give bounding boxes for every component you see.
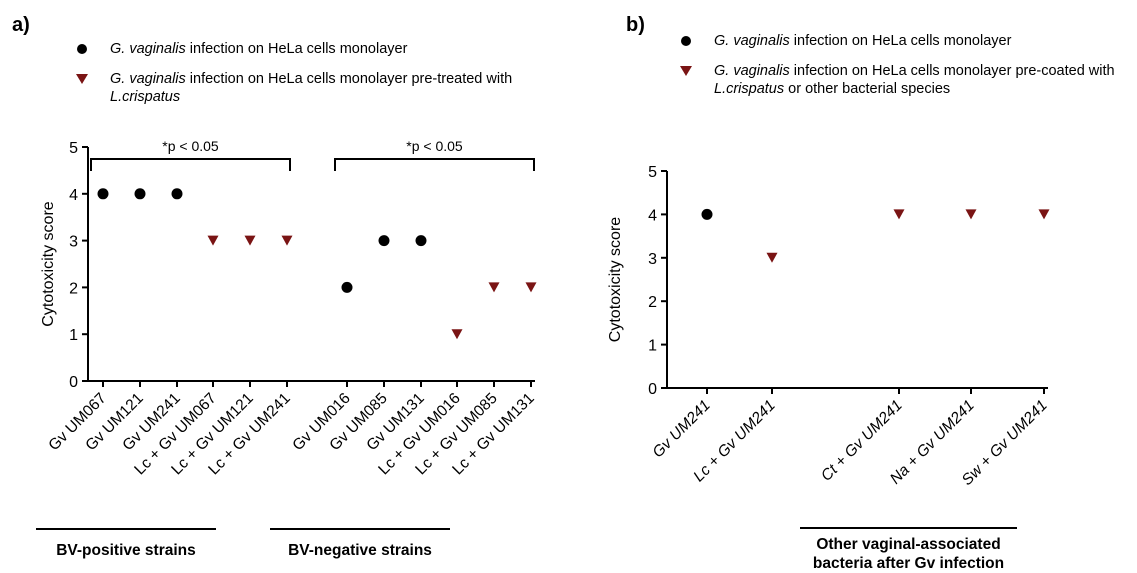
y-tick-label: 1 (648, 338, 657, 355)
data-point-triangle (244, 235, 256, 246)
legend-italic: G. vaginalis (110, 71, 186, 87)
group-line-other-bacteria (800, 527, 1017, 529)
legend-italic-line2: L.crispatus (714, 81, 785, 97)
legend-item-circle: G. vaginalis infection on HeLa cells mon… (72, 40, 592, 58)
significance-bracket (334, 158, 535, 171)
data-point-triangle (1038, 209, 1050, 220)
data-point-triangle (207, 235, 219, 246)
triangle-marker-icon (72, 70, 92, 88)
legend-text: infection on HeLa cells monolayer pre-co… (789, 63, 1115, 79)
y-tick-label: 4 (648, 207, 657, 224)
legend-item-triangle: G. vaginalis infection on HeLa cells mon… (72, 70, 592, 106)
legend-item-circle: G. vaginalis infection on HeLa cells mon… (676, 32, 1136, 50)
y-axis-label: Cytotoxicity score (40, 201, 57, 326)
legend-text: infection on HeLa cells monolayer (185, 41, 408, 57)
y-axis-label: Cytotoxicity score (607, 217, 624, 342)
circle-marker-icon (676, 32, 696, 50)
data-point-triangle (965, 209, 977, 220)
panel-b-letter: b) (626, 14, 645, 36)
group-label-line1: Other vaginal-associated (816, 536, 1001, 553)
data-point-triangle (451, 329, 463, 340)
group-label-bv-positive: BV-positive strains (56, 542, 196, 559)
data-point-circle (341, 281, 353, 293)
y-tick-label: 4 (69, 187, 78, 204)
data-point-circle (97, 188, 109, 200)
legend-italic: G. vaginalis (714, 33, 790, 49)
data-point-circle (415, 235, 427, 247)
y-tick-label: 1 (69, 327, 78, 344)
legend-text: infection on HeLa cells monolayer (789, 33, 1012, 49)
panel-b-legend: G. vaginalis infection on HeLa cells mon… (676, 32, 1136, 98)
data-point-triangle (893, 209, 905, 220)
data-point-triangle (766, 252, 778, 263)
significance-label: *p < 0.05 (406, 138, 463, 154)
data-point-triangle (525, 282, 537, 293)
group-label-bv-negative: BV-negative strains (288, 542, 432, 559)
y-tick-label: 0 (648, 381, 657, 398)
legend-text: infection on HeLa cells monolayer pre-tr… (185, 71, 513, 87)
y-tick-label: 5 (69, 140, 78, 157)
legend-italic: G. vaginalis (110, 41, 186, 57)
y-tick-label: 3 (69, 234, 78, 251)
x-tick-label: Gv UM241 (649, 397, 713, 461)
legend-italic-line2: L.crispatus (110, 89, 181, 105)
significance-bracket (90, 158, 291, 171)
y-tick-label: 5 (648, 164, 657, 181)
data-point-circle (134, 188, 146, 200)
y-tick-label: 2 (69, 280, 78, 297)
data-point-triangle (488, 282, 500, 293)
y-tick-label: 2 (648, 294, 657, 311)
panel-a-legend: G. vaginalis infection on HeLa cells mon… (72, 40, 592, 106)
legend-italic: G. vaginalis (714, 63, 790, 79)
data-point-circle (701, 208, 713, 220)
significance-label: *p < 0.05 (162, 138, 219, 154)
group-label-line2: bacteria after Gv infection (812, 555, 1005, 572)
data-point-triangle (281, 235, 293, 246)
triangle-marker-icon (676, 62, 696, 80)
y-tick-label: 0 (69, 374, 78, 391)
data-point-circle (378, 235, 390, 247)
data-point-circle (171, 188, 183, 200)
y-tick-label: 3 (648, 251, 657, 268)
legend-text-line2: or other bacterial species (784, 81, 951, 97)
group-line-bv-negative (270, 528, 450, 530)
panel-a-letter: a) (12, 14, 30, 36)
legend-item-triangle: G. vaginalis infection on HeLa cells mon… (676, 62, 1136, 98)
group-line-bv-positive (36, 528, 216, 530)
group-label-other-bacteria: Other vaginal-associated bacteria after … (790, 535, 1027, 573)
circle-marker-icon (72, 40, 92, 58)
